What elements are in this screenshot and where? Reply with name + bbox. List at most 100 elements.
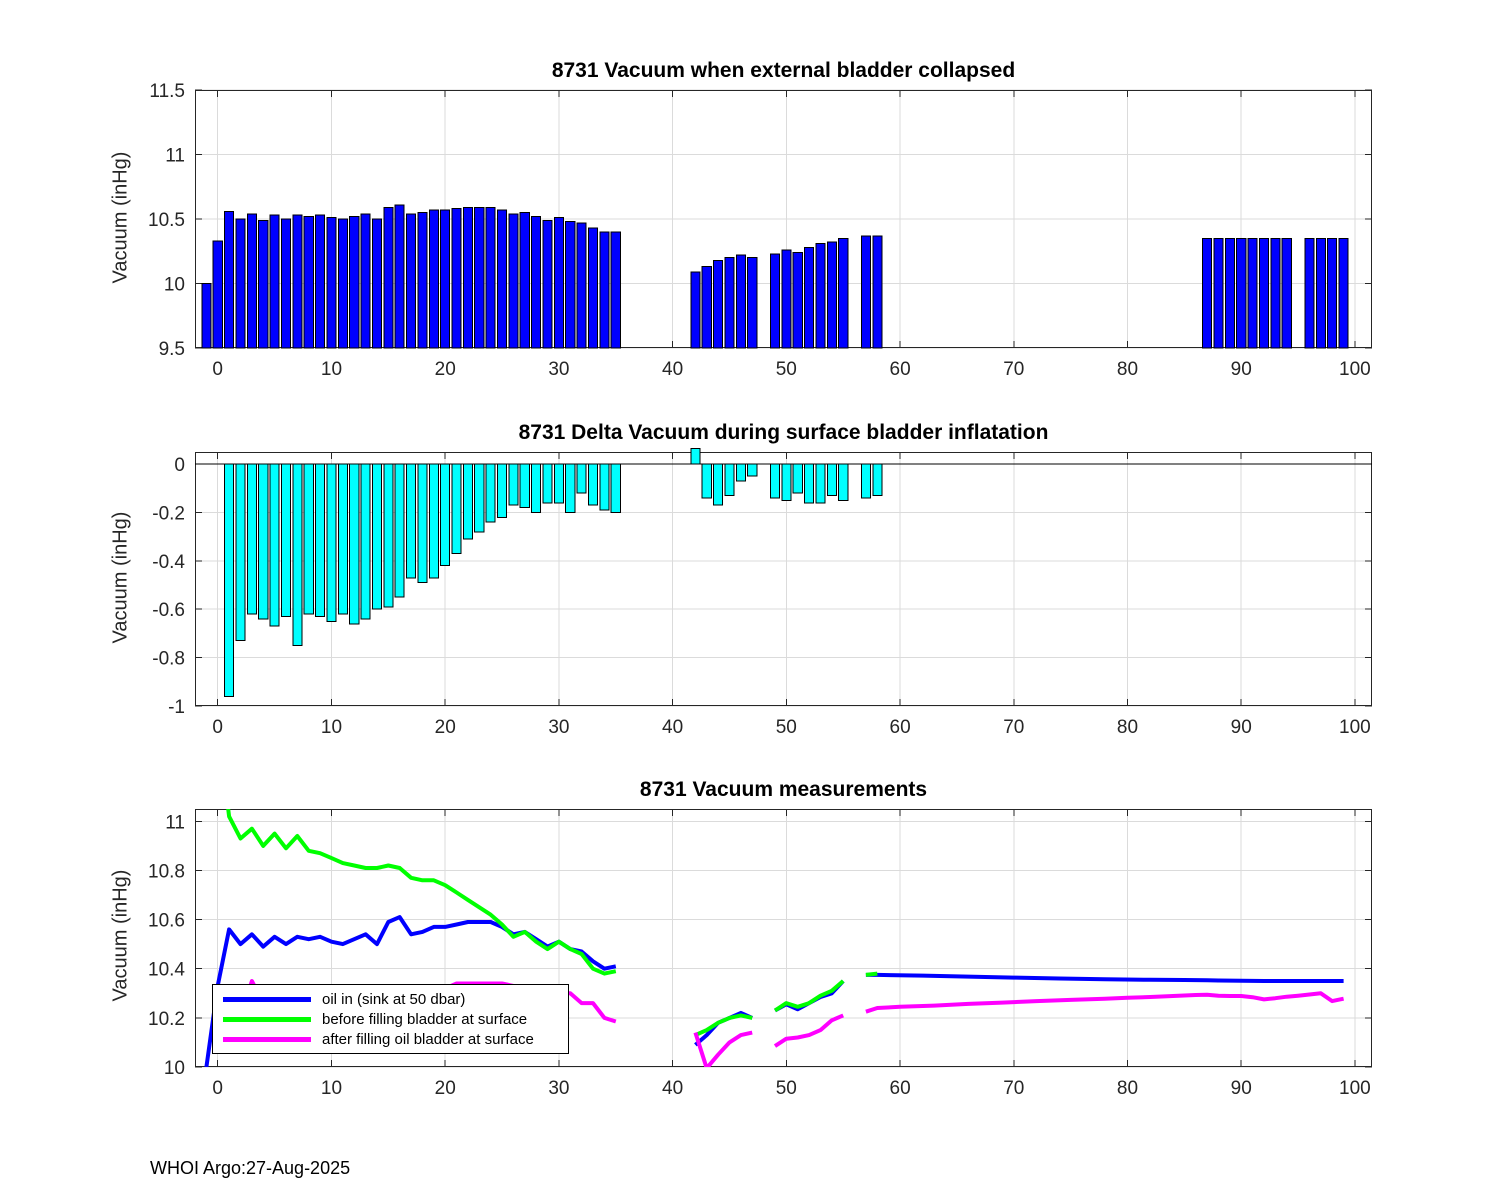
bar — [315, 463, 326, 617]
bar — [735, 254, 746, 349]
bar — [735, 463, 746, 482]
bar — [292, 214, 303, 349]
bar — [451, 208, 462, 349]
bar — [1270, 237, 1281, 349]
bar — [280, 218, 292, 349]
bar — [588, 227, 599, 349]
x-tick-label: 40 — [662, 359, 683, 380]
x-tick-label: 30 — [548, 1078, 569, 1099]
y-tick-label: 11 — [165, 812, 185, 833]
bar — [826, 463, 837, 496]
bar — [428, 209, 439, 349]
bar — [860, 235, 872, 349]
y-tick-label: -0.8 — [152, 649, 185, 670]
bar — [713, 463, 724, 506]
x-tick-label: 10 — [321, 717, 342, 738]
x-tick-label: 50 — [776, 359, 797, 380]
bar — [542, 219, 553, 349]
bar — [690, 447, 701, 465]
bar — [417, 212, 428, 349]
bar — [383, 206, 394, 349]
y-tick-label: 10.2 — [148, 1009, 185, 1030]
bar — [565, 221, 576, 349]
line-series-2 — [773, 1013, 844, 1048]
bar — [474, 206, 485, 349]
bar — [485, 206, 496, 349]
line-series-2 — [865, 991, 1345, 1014]
bar — [804, 463, 815, 504]
bar — [406, 463, 417, 579]
x-tick-label: 40 — [662, 717, 683, 738]
line-series-1 — [773, 979, 845, 1013]
bar — [1258, 237, 1270, 349]
chart1-title: 8731 Vacuum when external bladder collap… — [551, 59, 1016, 82]
bar — [781, 249, 792, 349]
y-tick-label: -0.2 — [152, 504, 185, 525]
axes-frame — [195, 452, 1372, 707]
bar — [701, 266, 712, 349]
bar — [485, 463, 496, 523]
bar — [804, 246, 815, 349]
bar — [553, 217, 564, 349]
bar — [1247, 237, 1258, 349]
bar — [815, 243, 826, 349]
bar — [576, 222, 587, 349]
bar — [792, 252, 803, 349]
x-tick-label: 60 — [890, 1078, 911, 1099]
bar — [815, 463, 826, 504]
x-tick-label: 70 — [1003, 717, 1024, 738]
bar — [292, 463, 303, 646]
bar — [769, 253, 781, 349]
bar — [588, 463, 599, 506]
x-tick-label: 80 — [1117, 1078, 1138, 1099]
bar — [440, 463, 451, 567]
bar — [337, 463, 348, 615]
bar — [531, 463, 542, 514]
line-series-0 — [204, 915, 617, 1067]
y-tick-label: 11 — [165, 146, 185, 167]
x-tick-label: 90 — [1231, 717, 1252, 738]
bar — [1202, 237, 1213, 349]
x-tick-label: 30 — [548, 359, 569, 380]
bar — [394, 204, 405, 349]
bar — [838, 237, 849, 349]
x-tick-label: 100 — [1339, 1078, 1371, 1099]
bar — [440, 209, 451, 349]
bar — [428, 463, 439, 579]
bar — [860, 463, 872, 499]
bar — [474, 463, 485, 533]
bar — [508, 463, 519, 506]
bar — [769, 463, 781, 499]
bar — [303, 463, 314, 615]
chart2-delta-vacuum-plot: 0 10 20 30 40 50 60 70 80 90 100 -1 -0.8 -0.6 -0.4 -0.2… — [152, 447, 1372, 738]
bar — [1281, 237, 1292, 349]
bar — [417, 463, 428, 584]
x-tick-label: 40 — [662, 1078, 683, 1099]
bar — [701, 463, 712, 499]
y-tick-label: 10.8 — [148, 861, 185, 882]
x-tick-label: 60 — [890, 717, 911, 738]
bar — [258, 219, 269, 349]
legend-line-swatch-green — [223, 1016, 311, 1022]
bar — [406, 213, 417, 349]
bars — [201, 204, 1349, 349]
bar — [212, 240, 223, 349]
bar — [269, 214, 280, 349]
bar — [690, 271, 701, 349]
bar — [224, 210, 235, 349]
x-tick-label: 20 — [435, 717, 456, 738]
y-tick-label: 10 — [164, 275, 185, 296]
bar — [201, 283, 212, 349]
bar — [360, 213, 371, 349]
x-tick-label: 50 — [776, 717, 797, 738]
x-tick-label: 20 — [435, 1078, 456, 1099]
bar — [315, 214, 326, 349]
bar — [838, 463, 849, 501]
x-tick-label: 70 — [1003, 1078, 1024, 1099]
bar — [1224, 237, 1235, 349]
x-tick-label: 10 — [321, 1078, 342, 1099]
bar — [349, 463, 360, 625]
line-series-0 — [865, 972, 1344, 983]
axes-frame — [195, 809, 1372, 1068]
